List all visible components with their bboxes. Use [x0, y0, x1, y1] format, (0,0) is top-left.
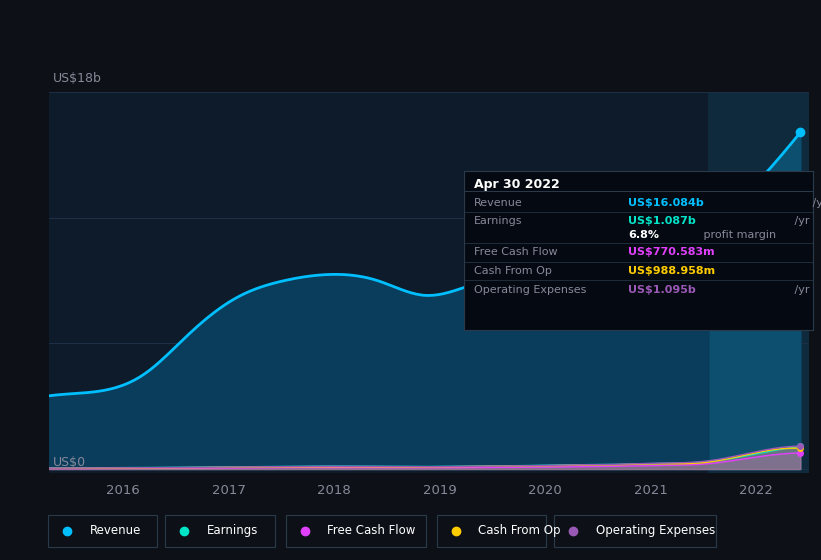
Bar [709, 92, 809, 473]
Text: Earnings: Earnings [207, 524, 258, 537]
Text: Cash From Op: Cash From Op [479, 524, 561, 537]
Text: Apr 30 2022: Apr 30 2022 [475, 178, 560, 191]
Text: Revenue: Revenue [475, 198, 523, 208]
Text: US$0: US$0 [53, 456, 86, 469]
Text: /yr: /yr [810, 198, 821, 208]
Text: US$1.087b: US$1.087b [628, 216, 695, 226]
Text: Operating Expenses: Operating Expenses [475, 284, 587, 295]
Text: Free Cash Flow: Free Cash Flow [475, 247, 558, 257]
Text: Earnings: Earnings [475, 216, 523, 226]
Text: US$16.084b: US$16.084b [628, 198, 704, 208]
Text: US$988.958m: US$988.958m [628, 265, 715, 276]
Text: Cash From Op: Cash From Op [475, 265, 553, 276]
Text: Revenue: Revenue [89, 524, 141, 537]
Text: Operating Expenses: Operating Expenses [595, 524, 715, 537]
Text: /yr: /yr [791, 284, 810, 295]
Text: US$770.583m: US$770.583m [628, 247, 714, 257]
Text: 6.8%: 6.8% [628, 230, 659, 240]
Text: Free Cash Flow: Free Cash Flow [328, 524, 415, 537]
Text: US$18b: US$18b [53, 72, 102, 85]
Text: US$1.095b: US$1.095b [628, 284, 695, 295]
Text: /yr: /yr [791, 216, 810, 226]
Text: profit margin: profit margin [700, 230, 777, 240]
